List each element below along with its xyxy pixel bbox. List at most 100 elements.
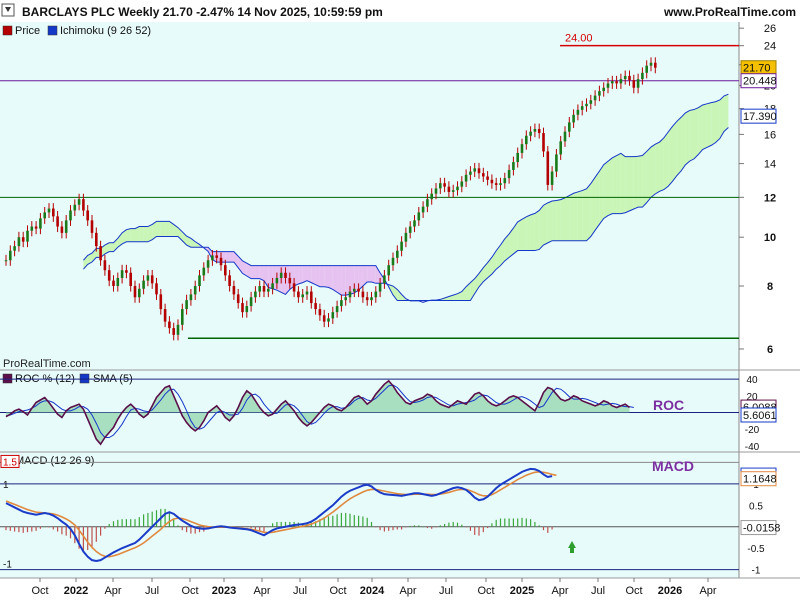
cloud-segment [337, 265, 342, 296]
macd-hist-bar [340, 513, 342, 527]
macd-hist-bar [190, 526, 192, 534]
macd-hist-bar [353, 515, 355, 527]
candle-body [254, 291, 257, 298]
candle-body [404, 232, 408, 242]
candle-body [284, 272, 287, 278]
last-price-badge: 21.70 [743, 63, 771, 75]
candle-body [344, 297, 347, 301]
candle-body [486, 176, 489, 180]
candle-body [572, 114, 575, 123]
cloud-segment [229, 251, 234, 263]
candle-body [550, 171, 554, 185]
candle-body [391, 257, 395, 266]
macd-hist-bar [168, 511, 170, 527]
macd-left-tick: -1 [3, 560, 12, 571]
buy-signal-arrow [568, 541, 576, 553]
macd-hist-bar [181, 526, 183, 531]
cloud-segment [616, 153, 621, 214]
candle-body [52, 208, 55, 217]
macd-hist-bar [14, 526, 16, 532]
cloud-segment [715, 99, 720, 143]
macd-hist-bar [508, 518, 510, 527]
cloud-segment [719, 95, 725, 139]
macd-series-layer: MACD [0, 458, 739, 571]
ichimoku-legend-swatch [47, 25, 58, 36]
candle-body [13, 246, 16, 251]
candle-body [318, 309, 322, 316]
collapse-icon[interactable] [1, 3, 15, 17]
candle-body [30, 226, 34, 231]
macd-hist-bar [392, 526, 394, 531]
cloud-segment [608, 157, 613, 216]
cloud-segment [341, 265, 346, 296]
hist-last-badge-bg [740, 520, 777, 536]
candle-body [593, 95, 597, 101]
macd-y-tick-label: -0.5 [747, 544, 765, 555]
candle-body [348, 291, 352, 298]
cloud-segment [276, 265, 282, 293]
candle-body [469, 171, 472, 175]
cloud-segment [642, 151, 647, 208]
price-legend-label: Price [15, 25, 40, 37]
candle-body [279, 272, 283, 278]
cloud-segment [156, 221, 161, 237]
roc-sma-badge-bg [740, 407, 777, 423]
macd-hist-bar [469, 526, 471, 531]
macd-hist-bar [504, 518, 506, 527]
candle-body [417, 212, 421, 221]
price-y-tick-label: 10 [764, 232, 776, 244]
candle-body [215, 255, 218, 258]
cloud-segment [668, 126, 673, 187]
candle-body [228, 275, 231, 287]
candle-body [211, 255, 214, 261]
cloud-segment [629, 156, 634, 211]
candle-body [60, 226, 64, 233]
macd-hist-bar [44, 526, 46, 528]
cloud-segment [694, 107, 699, 159]
candle-body [219, 257, 223, 266]
cloud-segment [332, 265, 338, 293]
macd-hist-bar [495, 519, 497, 527]
macd-hist-bar [388, 526, 390, 531]
candle-body [116, 277, 120, 287]
candle-body [563, 131, 567, 142]
x-axis-tick-label: Apr [104, 585, 121, 597]
candle-body [641, 72, 644, 80]
candle-body [421, 206, 425, 213]
macd-hist-bar [173, 518, 175, 527]
macd-hist-bar [121, 519, 123, 527]
cloud-segment [483, 262, 488, 282]
macd-hist-bar [487, 526, 489, 529]
candle-body [4, 260, 8, 262]
candle-body [176, 324, 180, 335]
cloud-segment [122, 229, 127, 244]
candle-body [568, 122, 571, 132]
candle-body [64, 220, 68, 233]
cloud-segment [251, 265, 256, 279]
macd-hist-bar [147, 513, 149, 527]
macd-label: MACD [652, 458, 694, 474]
x-axis-tick-label: Jul [293, 585, 307, 597]
macd-hist-bar [87, 526, 89, 551]
macd-hist-bar [134, 519, 136, 527]
cloud-segment [620, 153, 626, 214]
candle-body [434, 188, 438, 194]
site-url[interactable]: www.ProRealTime.com [663, 5, 796, 19]
candle-body [73, 204, 77, 211]
cloud-segment [238, 256, 243, 274]
cloud-segment [315, 265, 320, 287]
macd-hist-bar [461, 524, 463, 527]
x-axis-tick-label: Apr [399, 585, 416, 597]
macd-hist-bar [95, 526, 97, 542]
candle-body [99, 246, 102, 261]
roc-sma-badge: 5.6061 [743, 410, 777, 422]
cloud-segment [165, 221, 170, 237]
cloud-segment [92, 248, 97, 263]
cloud-segment [638, 155, 643, 208]
cloud-segment [530, 213, 535, 251]
cloud-segment [294, 265, 299, 287]
macd-left-scale-label: 1.5 [3, 457, 17, 468]
macd-hist-bar [130, 519, 132, 527]
cloud-segment [711, 101, 716, 146]
